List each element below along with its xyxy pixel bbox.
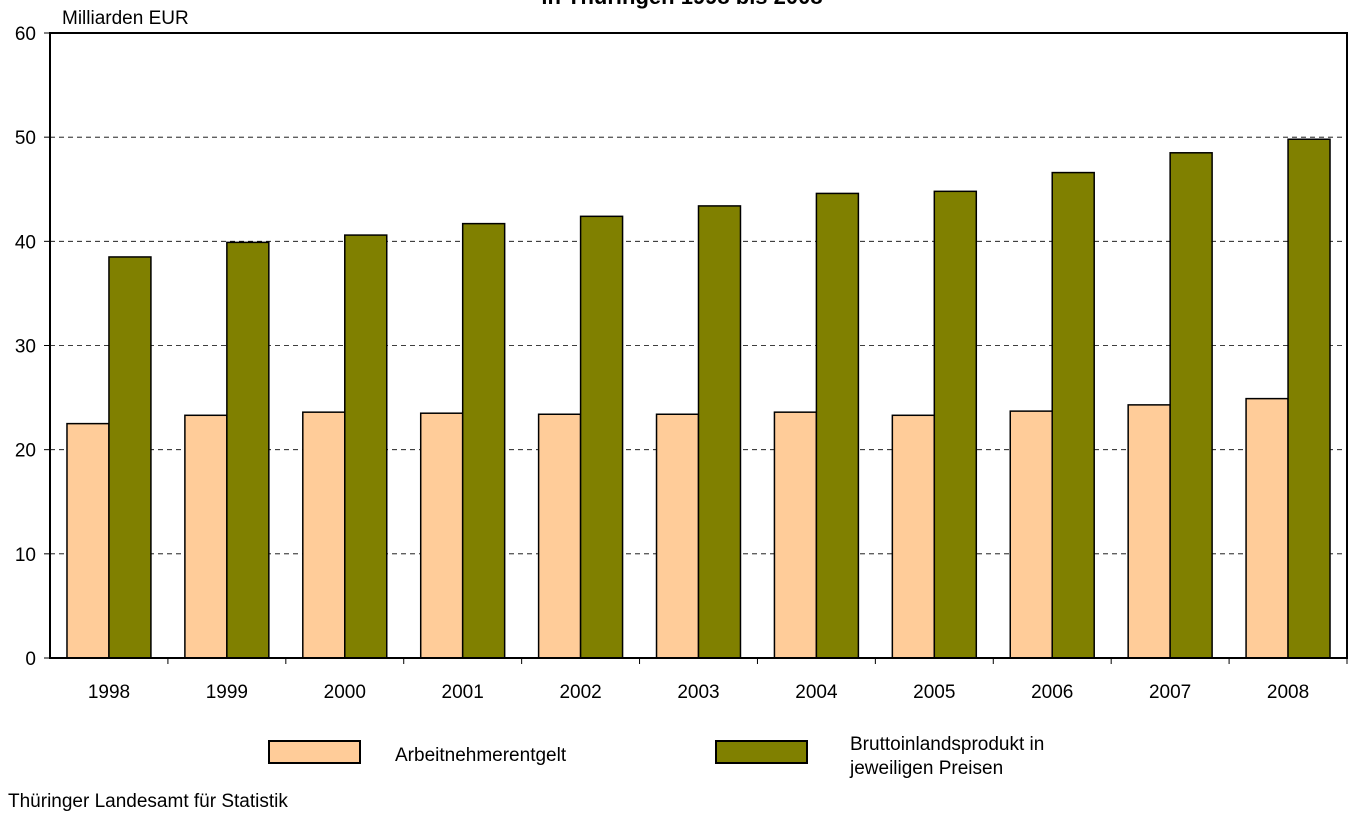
chart-title: in Thüringen 1998 bis 2008 [541, 0, 822, 9]
legend-label: Bruttoinlandsprodukt in jeweiligen Preis… [850, 734, 1045, 779]
bar [773, 411, 818, 659]
x-tick-label: 2002 [559, 682, 601, 703]
y-tick-label: 50 [15, 128, 36, 149]
plot-frame [49, 32, 1348, 659]
bar [1245, 397, 1289, 659]
bar [1169, 152, 1213, 659]
legend-swatch [715, 740, 808, 764]
bar [579, 215, 624, 659]
x-tick-label: 2004 [795, 682, 838, 703]
bar [226, 241, 270, 659]
x-tick-label: 1998 [88, 682, 130, 703]
bar [108, 256, 152, 659]
bar [655, 413, 700, 659]
y-tick-label: 30 [15, 337, 36, 358]
x-tick-label: 2003 [677, 682, 719, 703]
y-tick-label: 0 [25, 649, 36, 670]
y-tick-label: 20 [15, 441, 36, 462]
bar [933, 190, 978, 659]
y-axis-label: Milliarden EUR [62, 8, 189, 29]
x-tick-label: 2007 [1149, 682, 1191, 703]
bar [1127, 404, 1171, 659]
legend-label: Arbeitnehmerentgelt [395, 745, 567, 766]
bar [461, 222, 506, 659]
bar [1287, 138, 1331, 659]
legend-swatch [268, 740, 361, 764]
bar [66, 422, 110, 659]
bar [697, 205, 742, 659]
x-tick-label: 2005 [913, 682, 955, 703]
bar [184, 414, 228, 659]
x-tick-label: 2006 [1031, 682, 1073, 703]
y-tick-label: 10 [15, 545, 36, 566]
bar [537, 413, 582, 659]
bar [815, 192, 860, 659]
bar [344, 234, 388, 659]
y-tick-label: 60 [15, 24, 36, 45]
bar [891, 414, 936, 659]
bar [302, 411, 346, 659]
x-tick-label: 1999 [206, 682, 248, 703]
bar [1051, 171, 1095, 659]
x-tick-label: 2001 [442, 682, 484, 703]
x-tick-label: 2008 [1267, 682, 1309, 703]
bar [1009, 410, 1053, 659]
source: Thüringer Landesamt für Statistik [8, 791, 288, 812]
x-tick-label: 2000 [324, 682, 366, 703]
bar [419, 412, 464, 659]
y-tick-label: 40 [15, 232, 36, 253]
